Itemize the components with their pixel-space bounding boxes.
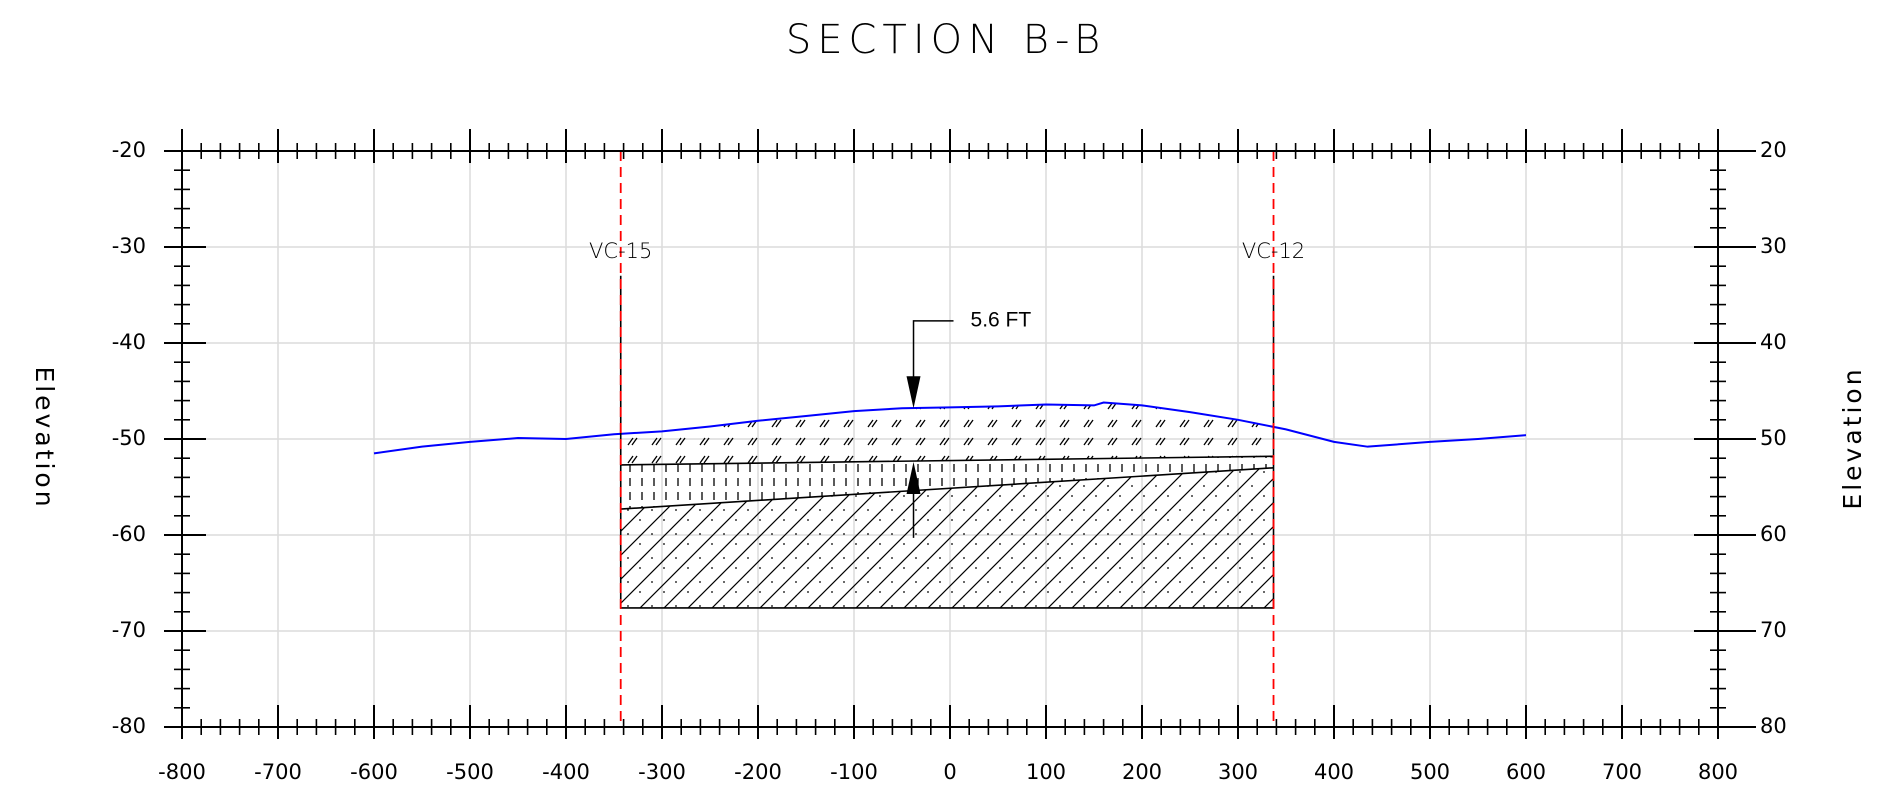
y-tick-label: -70 [112,618,146,642]
x-tick-label: -700 [254,760,302,784]
x-tick-label: 100 [1026,760,1066,784]
x-tick-label: 800 [1698,760,1738,784]
x-tick-label: 400 [1314,760,1354,784]
borehole-label: VC-15 [589,239,652,263]
annotation-label: 5.6 FT [971,308,1032,331]
x-tick-label: 200 [1122,760,1162,784]
x-tick-label: 600 [1506,760,1546,784]
y-tick-label: -60 [112,522,146,546]
page: SECTION B-B Elevation Elevation VC-15 VC-… [0,0,1881,791]
callout-leader [914,321,954,378]
y-tick-label: -50 [112,426,146,450]
y-tick-label: -80 [112,714,146,738]
x-tick-label: 700 [1602,760,1642,784]
y2-tick-label: 50 [1760,426,1787,450]
y2-tick-label: 40 [1760,330,1787,354]
x-tick-label: -400 [542,760,590,784]
x-tick-label: -600 [350,760,398,784]
y2-tick-label: 30 [1760,234,1787,258]
x-tick-label: -500 [446,760,494,784]
soil-layer [621,151,1274,465]
y-tick-label: -30 [112,234,146,258]
x-tick-label: -100 [830,760,878,784]
chart: SECTION B-B Elevation Elevation VC-15 VC-… [0,0,1881,791]
y2-tick-label: 70 [1760,618,1787,642]
x-tick-label: 300 [1218,760,1258,784]
x-tick-label: -200 [734,760,782,784]
chart-title: SECTION B-B [786,17,1106,63]
y2-axis-label: Elevation [1838,366,1867,509]
y2-tick-label: 80 [1760,714,1787,738]
x-tick-label: -800 [158,760,206,784]
y2-tick-label: 20 [1760,138,1787,162]
y-axis-label: Elevation [30,366,59,509]
y-tick-label: -20 [112,138,146,162]
arrow-down [907,376,921,408]
x-tick-label: 500 [1410,760,1450,784]
y2-tick-label: 60 [1760,522,1787,546]
x-tick-label: -300 [638,760,686,784]
x-tick-label: 0 [943,760,956,784]
y-tick-label: -40 [112,330,146,354]
layers [621,151,1274,608]
borehole-label: VC-12 [1242,239,1305,263]
